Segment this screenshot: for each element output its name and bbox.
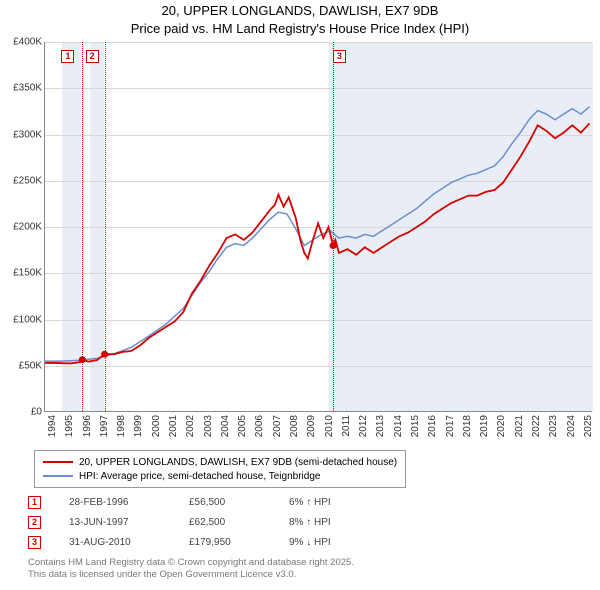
x-axis-label: 2014 xyxy=(393,415,404,437)
marker-box: 2 xyxy=(86,50,99,63)
x-axis-label: 1997 xyxy=(99,415,110,437)
legend-swatch-1 xyxy=(43,461,73,463)
x-axis-label: 2021 xyxy=(514,415,525,437)
trans-date: 13-JUN-1997 xyxy=(69,517,189,528)
legend-label-1: 20, UPPER LONGLANDS, DAWLISH, EX7 9DB (s… xyxy=(79,457,397,468)
x-axis-label: 2020 xyxy=(496,415,507,437)
y-axis-label: £0 xyxy=(31,407,42,418)
marker-box: 3 xyxy=(333,50,346,63)
marker-badge: 3 xyxy=(28,536,41,549)
x-axis-label: 2007 xyxy=(272,415,283,437)
x-axis-label: 2023 xyxy=(548,415,559,437)
x-axis-label: 2025 xyxy=(583,415,594,437)
x-axis-label: 2002 xyxy=(185,415,196,437)
x-axis-label: 2008 xyxy=(289,415,300,437)
x-axis-label: 2004 xyxy=(220,415,231,437)
x-axis-label: 2018 xyxy=(462,415,473,437)
marker-badge: 1 xyxy=(28,496,41,509)
x-axis-label: 2010 xyxy=(324,415,335,437)
x-axis-label: 1994 xyxy=(47,415,58,437)
transaction-dot xyxy=(79,356,86,363)
title-line-1: 20, UPPER LONGLANDS, DAWLISH, EX7 9DB xyxy=(0,2,600,20)
y-axis-label: £100K xyxy=(13,314,42,325)
legend: 20, UPPER LONGLANDS, DAWLISH, EX7 9DB (s… xyxy=(34,450,406,488)
x-axis-label: 2015 xyxy=(410,415,421,437)
x-axis-label: 2022 xyxy=(531,415,542,437)
plot-area: 12 3 xyxy=(44,42,592,412)
footer-line-2: This data is licensed under the Open Gov… xyxy=(28,569,354,581)
x-axis-label: 2003 xyxy=(203,415,214,437)
trans-date: 31-AUG-2010 xyxy=(69,537,189,548)
footer-line-1: Contains HM Land Registry data © Crown c… xyxy=(28,557,354,569)
title-line-2: Price paid vs. HM Land Registry's House … xyxy=(0,20,600,38)
title-block: 20, UPPER LONGLANDS, DAWLISH, EX7 9DB Pr… xyxy=(0,0,600,37)
legend-row-2: HPI: Average price, semi-detached house,… xyxy=(43,469,397,483)
trans-price: £56,500 xyxy=(189,497,289,508)
x-axis-label: 2011 xyxy=(341,415,352,437)
y-axis-label: £350K xyxy=(13,83,42,94)
x-axis-label: 2019 xyxy=(479,415,490,437)
x-axis-label: 2000 xyxy=(151,415,162,437)
legend-row-1: 20, UPPER LONGLANDS, DAWLISH, EX7 9DB (s… xyxy=(43,455,397,469)
trans-diff: 9% ↓ HPI xyxy=(289,537,389,548)
y-axis-label: £400K xyxy=(13,37,42,48)
x-axis-label: 2005 xyxy=(237,415,248,437)
x-axis-label: 2012 xyxy=(358,415,369,437)
transaction-dot xyxy=(330,242,337,249)
x-axis-label: 1998 xyxy=(116,415,127,437)
x-axis-label: 2006 xyxy=(254,415,265,437)
transactions-table: 1 28-FEB-1996 £56,500 6% ↑ HPI 2 13-JUN-… xyxy=(28,492,389,552)
x-axis-label: 1995 xyxy=(64,415,75,437)
trans-date: 28-FEB-1996 xyxy=(69,497,189,508)
transaction-dot xyxy=(101,351,108,358)
chart-svg xyxy=(45,42,593,412)
x-axis-label: 2017 xyxy=(445,415,456,437)
x-axis-label: 1999 xyxy=(133,415,144,437)
y-axis-label: £300K xyxy=(13,129,42,140)
trans-diff: 8% ↑ HPI xyxy=(289,517,389,528)
y-axis-label: £250K xyxy=(13,175,42,186)
x-axis-label: 2013 xyxy=(375,415,386,437)
y-axis-label: £200K xyxy=(13,222,42,233)
footer: Contains HM Land Registry data © Crown c… xyxy=(28,557,354,581)
y-axis-label: £150K xyxy=(13,268,42,279)
series-property xyxy=(45,123,590,363)
series-hpi xyxy=(45,107,590,361)
x-axis-label: 1996 xyxy=(82,415,93,437)
x-axis-label: 2009 xyxy=(306,415,317,437)
legend-swatch-2 xyxy=(43,475,73,477)
table-row: 2 13-JUN-1997 £62,500 8% ↑ HPI xyxy=(28,512,389,532)
table-row: 1 28-FEB-1996 £56,500 6% ↑ HPI xyxy=(28,492,389,512)
x-axis-label: 2001 xyxy=(168,415,179,437)
marker-badge: 2 xyxy=(28,516,41,529)
y-axis-label: £50K xyxy=(19,360,42,371)
chart-container: 20, UPPER LONGLANDS, DAWLISH, EX7 9DB Pr… xyxy=(0,0,600,590)
marker-box: 1 xyxy=(61,50,74,63)
legend-label-2: HPI: Average price, semi-detached house,… xyxy=(79,471,320,482)
table-row: 3 31-AUG-2010 £179,950 9% ↓ HPI xyxy=(28,532,389,552)
x-axis-label: 2024 xyxy=(566,415,577,437)
trans-price: £179,950 xyxy=(189,537,289,548)
x-axis-label: 2016 xyxy=(427,415,438,437)
trans-price: £62,500 xyxy=(189,517,289,528)
trans-diff: 6% ↑ HPI xyxy=(289,497,389,508)
